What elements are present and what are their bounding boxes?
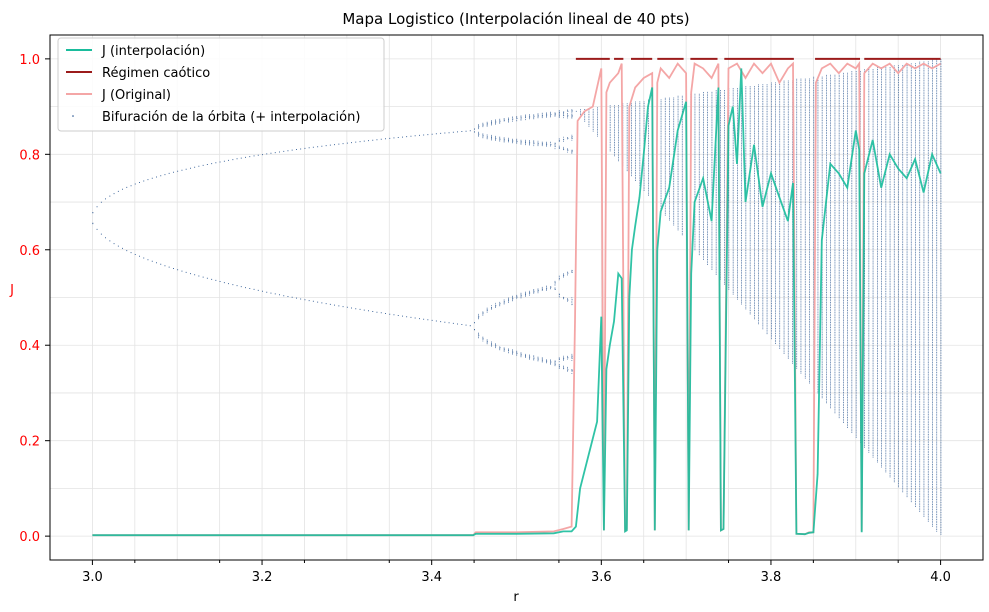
legend-swatch-bifurcation: [72, 115, 74, 117]
legend-label-bifurcation: Bifuración de la órbita (+ interpolación…: [102, 110, 360, 125]
legend-label-chaotic: Régimen caótico: [102, 66, 210, 81]
x-tick-label: 4.0: [930, 570, 951, 585]
y-tick-label: 0.4: [19, 339, 40, 354]
y-tick-label: 0.8: [19, 148, 40, 163]
x-tick-label: 3.0: [82, 570, 103, 585]
y-tick-label: 0.6: [19, 244, 40, 259]
x-tick-label: 3.4: [421, 570, 442, 585]
y-tick-label: 1.0: [19, 53, 40, 68]
y-tick-label: 0.0: [19, 530, 40, 545]
y-axis-label: J: [9, 283, 14, 298]
legend: J (interpolación) Régimen caótico J (Ori…: [58, 38, 384, 131]
x-axis-label: r: [513, 590, 519, 605]
chart-title: Mapa Logistico (Interpolación lineal de …: [342, 10, 689, 28]
y-tick-label: 0.2: [19, 435, 40, 450]
x-tick-label: 3.8: [761, 570, 782, 585]
legend-label-interpolation: J (interpolación): [101, 44, 205, 59]
legend-label-original: J (Original): [101, 88, 171, 103]
x-tick-label: 3.2: [252, 570, 273, 585]
x-tick-label: 3.6: [591, 570, 612, 585]
